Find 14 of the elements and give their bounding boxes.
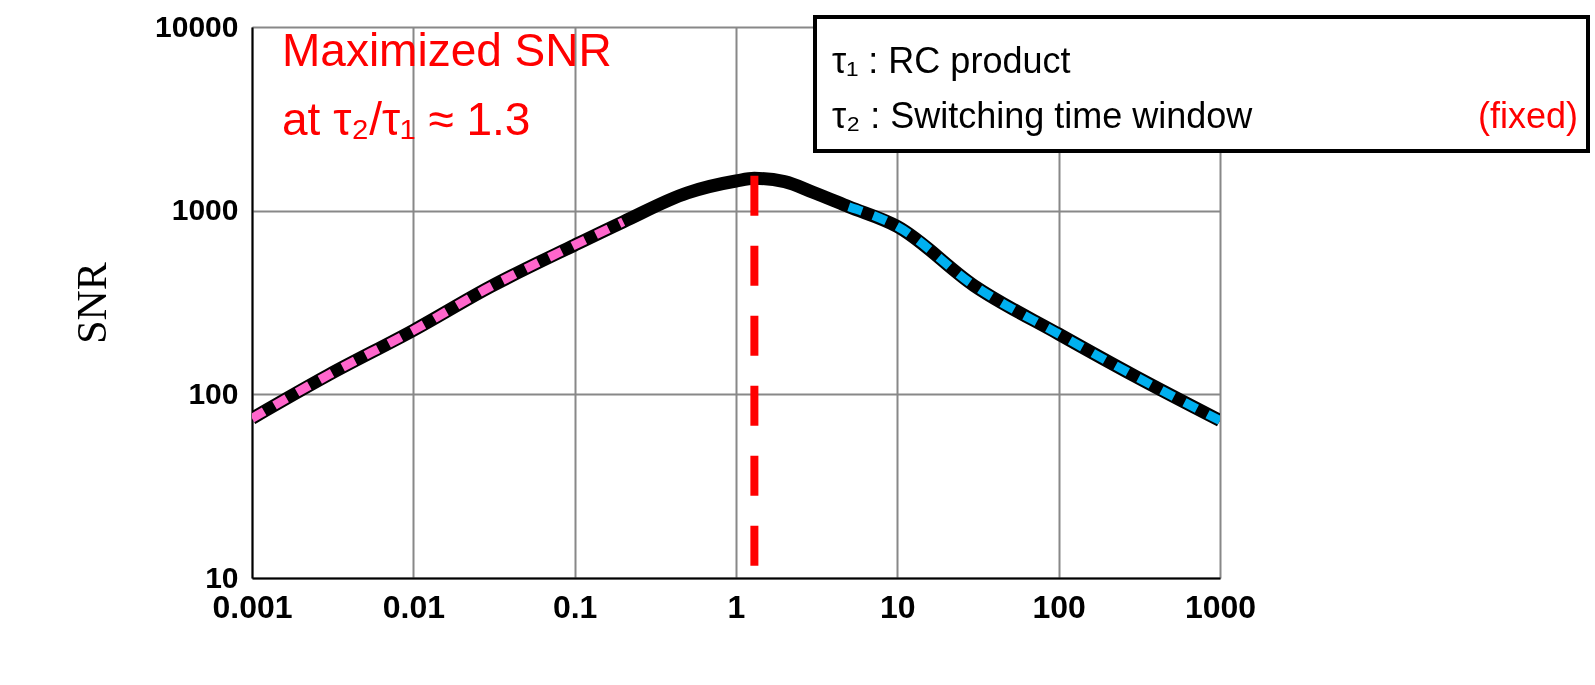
x-tick-label: 100 (1032, 588, 1086, 625)
x-tick-label: 0.1 (552, 588, 598, 625)
y-tick-label: 1000 (171, 193, 239, 227)
x-tick-label: 0.01 (382, 588, 445, 625)
x-tick-label: 10 (880, 588, 916, 625)
x-tick-label: 1 (727, 588, 746, 625)
x-tick-label: 1000 (1184, 588, 1257, 625)
text: (fixed) (1477, 95, 1578, 136)
y-axis-title: SNR (69, 262, 116, 344)
y-tick-label: 100 (188, 376, 239, 410)
y-tick-label: 10000 (155, 9, 239, 43)
annotation: τ₁ : RC product (832, 40, 1071, 81)
annotation: τ₂ : Switching time window (832, 95, 1254, 136)
annotation: Maximized SNR at τ₂/τ₁ ≈ 1.3 (282, 24, 612, 145)
